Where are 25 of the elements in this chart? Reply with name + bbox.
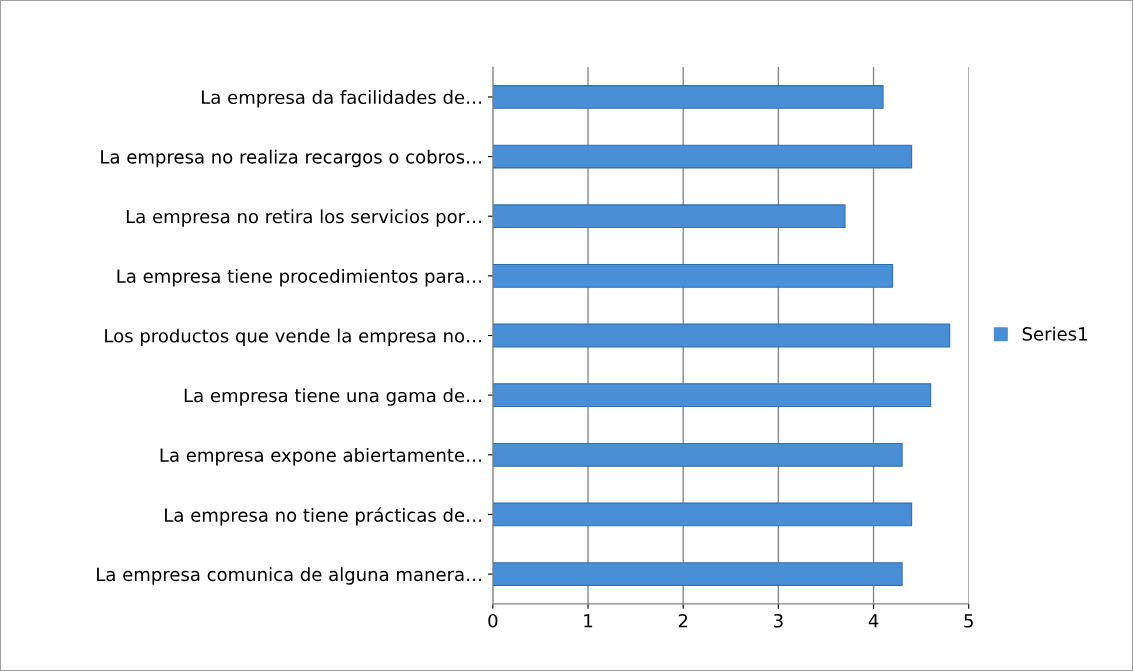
x-tick-label: 3 xyxy=(774,613,783,628)
x-tick-label: 5 xyxy=(964,614,973,628)
x-tick-label: 0 xyxy=(488,613,498,628)
bar xyxy=(492,323,951,348)
x-tick-label: 1 xyxy=(584,614,593,628)
bar xyxy=(492,263,894,288)
bar xyxy=(492,502,913,527)
y-tick-label: La empresa comunica de alguna manera… xyxy=(97,567,482,585)
y-tick-label: La empresa da facilidades de… xyxy=(202,90,482,108)
bar xyxy=(492,562,903,586)
y-tick-label: La empresa tiene una gama de… xyxy=(184,388,482,406)
x-tick-label: 2 xyxy=(678,613,688,628)
legend-label: Series1 xyxy=(1022,326,1087,341)
y-tick-label: La empresa no retira los servicios por… xyxy=(126,209,482,227)
y-tick-label: La empresa no tiene prácticas de… xyxy=(165,507,482,526)
x-tick-label: 4 xyxy=(868,614,879,628)
bar xyxy=(492,204,846,229)
y-tick-label: Los productos que vende la empresa no… xyxy=(105,328,482,347)
y-tick-label: La empresa tiene procedimientos para… xyxy=(117,269,482,287)
bar xyxy=(492,383,932,408)
y-tick-label: La empresa expone abiertamente… xyxy=(160,447,482,466)
y-tick-label: La empresa no realiza recargos o cobros… xyxy=(101,149,482,168)
bar xyxy=(492,442,903,467)
bar xyxy=(492,144,913,169)
bar xyxy=(492,85,884,109)
